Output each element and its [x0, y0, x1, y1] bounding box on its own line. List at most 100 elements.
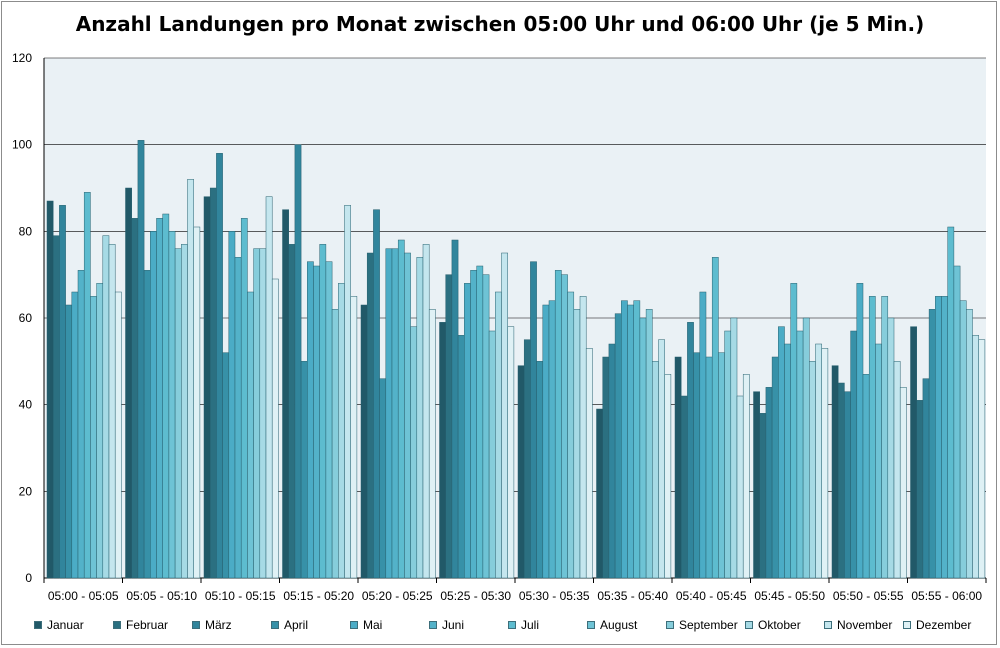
legend-item-august: August [587, 618, 637, 632]
legend-label: April [284, 618, 309, 632]
bar-oktober [259, 248, 267, 579]
bar-april [143, 270, 151, 579]
bar-november [579, 296, 587, 579]
x-tick-label: 05:30 - 05:35 [519, 589, 590, 603]
bar-november [501, 252, 508, 579]
bar-mai [71, 291, 79, 579]
bar-november [422, 244, 430, 579]
bar-juli [240, 218, 248, 579]
legend-label: Juli [521, 618, 540, 632]
bar-mai [856, 283, 864, 579]
bar-märz [294, 144, 302, 579]
legend-swatch [429, 621, 437, 629]
bar-dezember [193, 226, 201, 579]
bar-januar [831, 365, 839, 579]
bar-oktober [730, 317, 738, 579]
bar-dezember [585, 348, 593, 579]
bar-april [379, 378, 387, 579]
bar-februar [916, 400, 924, 579]
bar-mai [699, 291, 707, 579]
bar-oktober [652, 361, 659, 579]
bar-april [614, 313, 622, 579]
bar-november [108, 244, 116, 579]
bar-märz [530, 261, 537, 579]
legend-item-juli: Juli [508, 618, 539, 632]
bar-juni [784, 343, 791, 579]
bar-märz [216, 153, 223, 579]
bar-oktober [495, 291, 502, 579]
bar-juni [627, 304, 634, 579]
bar-märz [765, 387, 773, 579]
bar-februar [680, 395, 688, 579]
bar-januar [360, 304, 368, 579]
bar-august [718, 352, 725, 579]
bar-mai [385, 248, 393, 579]
x-tick-label: 05:55 - 06:00 [911, 589, 982, 603]
bar-dezember [899, 387, 907, 579]
bar-juli [83, 192, 91, 579]
y-tick-label: 20 [19, 484, 33, 498]
bar-oktober [416, 257, 424, 579]
bar-mai [542, 304, 550, 579]
bar-juni [77, 270, 85, 579]
bar-september [959, 300, 967, 579]
bar-februar [523, 339, 531, 579]
bar-september [410, 326, 418, 579]
x-tick-label: 05:00 - 05:05 [48, 589, 119, 603]
y-tick-label: 60 [19, 311, 33, 325]
bar-november [187, 179, 194, 579]
bar-märz [373, 209, 380, 579]
bar-dezember [114, 291, 122, 579]
x-tick-label: 05:25 - 05:30 [440, 589, 511, 603]
bar-juni [234, 257, 242, 579]
bar-märz [608, 343, 616, 579]
bar-november [815, 343, 822, 579]
bar-oktober [809, 361, 816, 579]
bar-märz [137, 140, 145, 579]
legend-item-april: April [271, 618, 308, 632]
bar-oktober [573, 309, 581, 579]
bar-juni [470, 270, 477, 579]
bar-januar [674, 356, 682, 579]
x-tick-label: 05:35 - 05:40 [597, 589, 668, 603]
legend-label: März [205, 618, 232, 632]
bar-august [953, 265, 961, 579]
bar-november [344, 205, 351, 579]
bar-mai [150, 231, 157, 579]
bar-juli [790, 283, 798, 579]
bar-dezember [978, 339, 986, 579]
legend-item-märz: März [192, 618, 232, 632]
legend-swatch [666, 621, 674, 629]
bar-mai [621, 300, 628, 579]
legend-label: November [837, 618, 893, 632]
legend-label: Dezember [916, 618, 972, 632]
bar-juli [868, 296, 876, 579]
bar-februar [52, 235, 60, 579]
y-tick-label: 120 [12, 51, 32, 65]
bar-september [567, 291, 575, 579]
x-tick-label: 05:45 - 05:50 [754, 589, 825, 603]
bar-oktober [102, 235, 110, 579]
bar-mai [307, 261, 314, 579]
bar-november [972, 335, 979, 579]
legend-swatch [113, 621, 121, 629]
bar-august [561, 274, 568, 579]
bar-märz [59, 205, 66, 579]
legend-item-november: November [824, 618, 892, 632]
bar-juni [941, 296, 948, 579]
legend-swatch [192, 621, 200, 629]
y-tick-label: 0 [25, 571, 32, 585]
bar-januar [125, 187, 132, 579]
bar-august [482, 274, 490, 579]
bar-mai [935, 296, 942, 579]
bar-oktober [181, 244, 188, 579]
bar-august [796, 330, 804, 579]
bar-august [404, 252, 411, 579]
bar-april [300, 361, 308, 579]
bar-juli [476, 265, 484, 579]
legend-swatch [824, 621, 832, 629]
bar-mai [778, 326, 785, 579]
bar-august [875, 343, 882, 579]
bar-juni [862, 374, 870, 579]
legend-item-oktober: Oktober [745, 618, 801, 632]
